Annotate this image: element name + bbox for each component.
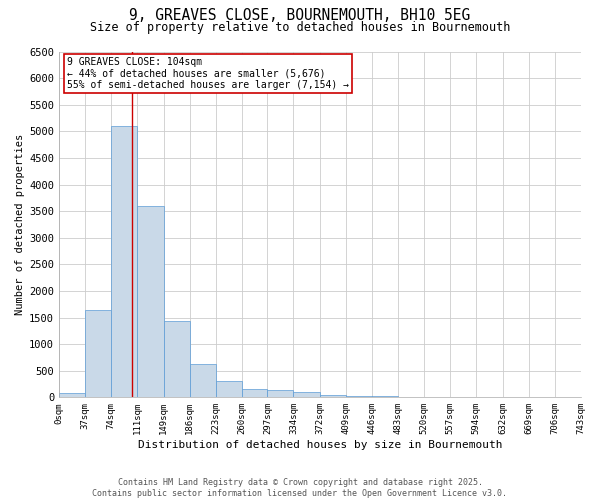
Text: 9, GREAVES CLOSE, BOURNEMOUTH, BH10 5EG: 9, GREAVES CLOSE, BOURNEMOUTH, BH10 5EG [130,8,470,22]
Bar [190,364,215,398]
Bar [111,126,137,398]
Bar [320,394,346,398]
Bar [268,390,293,398]
Text: Size of property relative to detached houses in Bournemouth: Size of property relative to detached ho… [90,21,510,34]
Bar [215,381,242,398]
Bar [59,394,85,398]
X-axis label: Distribution of detached houses by size in Bournemouth: Distribution of detached houses by size … [137,440,502,450]
Text: Contains HM Land Registry data © Crown copyright and database right 2025.
Contai: Contains HM Land Registry data © Crown c… [92,478,508,498]
Bar [346,396,372,398]
Bar [372,396,398,398]
Bar [164,322,190,398]
Bar [293,392,320,398]
Bar [137,206,164,398]
Y-axis label: Number of detached properties: Number of detached properties [15,134,25,315]
Bar [242,388,268,398]
Text: 9 GREAVES CLOSE: 104sqm
← 44% of detached houses are smaller (5,676)
55% of semi: 9 GREAVES CLOSE: 104sqm ← 44% of detache… [67,56,349,90]
Bar [85,310,111,398]
